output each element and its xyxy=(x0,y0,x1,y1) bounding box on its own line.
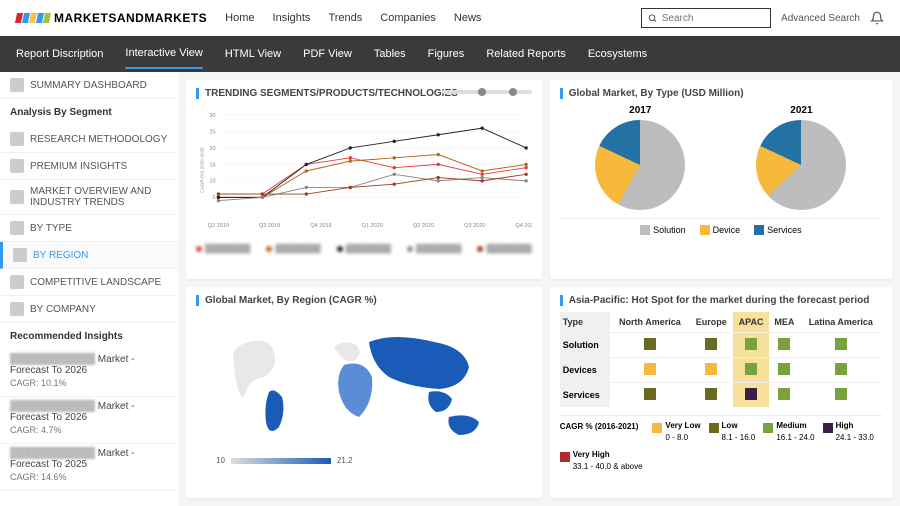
tab-related-reports[interactable]: Related Reports xyxy=(486,40,566,68)
recommended-item[interactable]: ████████████ Market - Forecast To 2025CA… xyxy=(0,444,178,491)
svg-text:5: 5 xyxy=(212,195,215,201)
search-icon xyxy=(648,13,658,24)
tab-figures[interactable]: Figures xyxy=(428,40,465,68)
world-map xyxy=(214,317,514,447)
svg-text:Q2 2020: Q2 2020 xyxy=(413,223,434,229)
bell-icon[interactable] xyxy=(870,11,884,25)
svg-text:Q4 2019: Q4 2019 xyxy=(310,223,331,229)
map-scale: 10 21.2 xyxy=(196,456,532,465)
report-tabs: Report Discription Interactive View HTML V… xyxy=(0,36,900,72)
dashboard-icon xyxy=(10,78,24,92)
svg-text:20: 20 xyxy=(209,146,215,152)
sidebar: SUMMARY DASHBOARD Analysis By Segment RE… xyxy=(0,72,178,506)
sidebar-section-analysis: Analysis By Segment xyxy=(0,99,178,126)
svg-text:Q3 2019: Q3 2019 xyxy=(259,223,280,229)
svg-text:30: 30 xyxy=(209,113,215,119)
legend-services: Services xyxy=(754,225,802,235)
sidebar-icon xyxy=(10,159,24,173)
sidebar-item-by-type[interactable]: BY TYPE xyxy=(0,215,178,242)
legend-device: Device xyxy=(700,225,741,235)
hotspot-table: TypeNorth AmericaEuropeAPACMEALatina Ame… xyxy=(560,312,882,407)
sidebar-item-market-overview-and-industry-trends[interactable]: MARKET OVERVIEW AND INDUSTRY TRENDS xyxy=(0,180,178,215)
trending-chart: 5 10 15 20 25 30 CAGR (%) 2020-2025 Q2 2019 Q3 2… xyxy=(196,105,532,235)
panel-hotspot: Asia-Pacific: Hot Spot for the market du… xyxy=(550,287,892,498)
sidebar-icon xyxy=(10,190,24,204)
advanced-search-link[interactable]: Advanced Search xyxy=(781,13,860,24)
tab-report-discription[interactable]: Report Discription xyxy=(16,40,103,68)
search-input[interactable] xyxy=(662,13,764,24)
nav-insights[interactable]: Insights xyxy=(273,12,311,24)
tab-ecosystems[interactable]: Ecosystems xyxy=(588,40,647,68)
sidebar-item-by-company[interactable]: BY COMPANY xyxy=(0,296,178,323)
sidebar-section-recommended: Recommended Insights xyxy=(0,323,178,350)
svg-text:Q4 2020: Q4 2020 xyxy=(515,223,531,229)
svg-text:CAGR (%) 2020-2025: CAGR (%) 2020-2025 xyxy=(199,147,204,193)
tab-tables[interactable]: Tables xyxy=(374,40,406,68)
nav-trends[interactable]: Trends xyxy=(328,12,362,24)
time-slider[interactable] xyxy=(442,90,532,94)
tab-html-view[interactable]: HTML View xyxy=(225,40,281,68)
top-nav: Home Insights Trends Companies News xyxy=(225,12,481,24)
pie-legend: Solution Device Services xyxy=(560,218,882,235)
sidebar-icon xyxy=(10,132,24,146)
pie-year-2021: 2021 xyxy=(756,105,846,116)
panel-trending: TRENDING SEGMENTS/PRODUCTS/TECHNOLOGIES … xyxy=(186,80,542,279)
search-box[interactable] xyxy=(641,8,771,28)
panel-hotspot-title: Asia-Pacific: Hot Spot for the market du… xyxy=(560,295,882,306)
sidebar-icon xyxy=(10,275,24,289)
recommended-item[interactable]: ████████████ Market - Forecast To 2026CA… xyxy=(0,350,178,397)
legend-solution: Solution xyxy=(640,225,686,235)
svg-text:Q2 2019: Q2 2019 xyxy=(208,223,229,229)
nav-home[interactable]: Home xyxy=(225,12,254,24)
nav-companies[interactable]: Companies xyxy=(380,12,436,24)
pie-chart-2021 xyxy=(756,120,846,210)
sidebar-item-research-methodology[interactable]: RESEARCH METHODOLOGY xyxy=(0,126,178,153)
svg-text:15: 15 xyxy=(209,162,215,168)
panel-pies: Global Market, By Type (USD Million) 201… xyxy=(550,80,892,279)
sidebar-icon xyxy=(10,302,24,316)
sidebar-item-premium-insights[interactable]: PREMIUM INSIGHTS xyxy=(0,153,178,180)
sidebar-item-competitive-landscape[interactable]: COMPETITIVE LANDSCAPE xyxy=(0,269,178,296)
sidebar-icon xyxy=(10,221,24,235)
tab-interactive-view[interactable]: Interactive View xyxy=(125,39,202,69)
pie-year-2017: 2017 xyxy=(595,105,685,116)
panel-pies-title: Global Market, By Type (USD Million) xyxy=(560,88,882,99)
panel-map: Global Market, By Region (CAGR %) 10 21.… xyxy=(186,287,542,498)
panel-map-title: Global Market, By Region (CAGR %) xyxy=(196,295,532,306)
recommended-item[interactable]: ████████████ Market - Forecast To 2026CA… xyxy=(0,397,178,444)
trending-legend: ████████████████████████████████████████ xyxy=(196,244,532,253)
svg-text:Q1 2020: Q1 2020 xyxy=(362,223,383,229)
pie-chart-2017 xyxy=(595,120,685,210)
hotspot-legend: CAGR % (2016-2021)Very Low0 - 8.0Low8.1 … xyxy=(560,415,882,471)
svg-text:Q3 2020: Q3 2020 xyxy=(464,223,485,229)
map-scale-bar xyxy=(231,458,331,464)
nav-news[interactable]: News xyxy=(454,12,482,24)
tab-pdf-view[interactable]: PDF View xyxy=(303,40,352,68)
svg-text:25: 25 xyxy=(209,129,215,135)
svg-text:10: 10 xyxy=(209,179,215,185)
sidebar-item-by-region[interactable]: BY REGION xyxy=(0,242,178,269)
logo-mark xyxy=(16,13,50,23)
sidebar-summary[interactable]: SUMMARY DASHBOARD xyxy=(0,72,178,99)
logo[interactable]: MARKETSANDMARKETS xyxy=(16,11,207,25)
sidebar-icon xyxy=(13,248,27,262)
logo-text: MARKETSANDMARKETS xyxy=(54,11,207,25)
